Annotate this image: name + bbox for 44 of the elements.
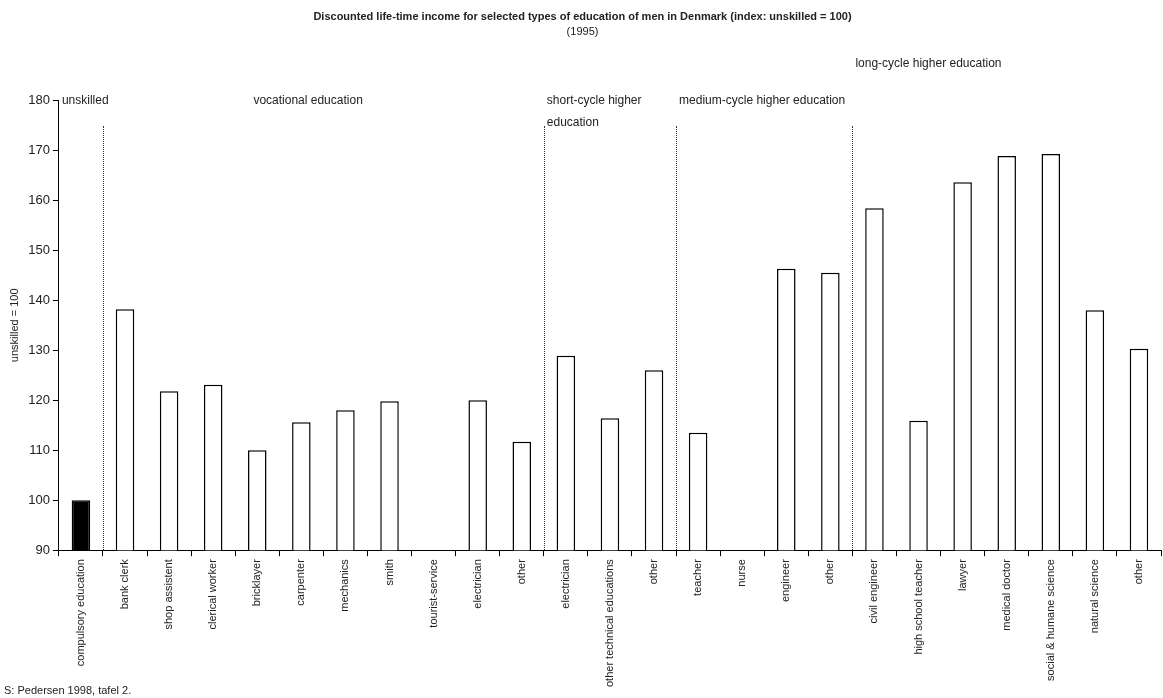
text: long-cycle higher education <box>855 55 1002 73</box>
chart-subtitle: (1995) <box>566 24 599 37</box>
x-tick-label: smith <box>382 559 395 586</box>
x-tick-label: social & humane science <box>1043 559 1056 681</box>
x-tick-label: teacher <box>691 558 704 596</box>
annotation: medium-cycle higher education <box>679 92 846 110</box>
x-tick-label: electrician <box>470 559 483 609</box>
y-tick-label: 160 <box>28 191 50 207</box>
chart-title: Discounted life-time income for selected types of education of men in Denmark (index: unskilled = 100) <box>313 9 852 22</box>
y-tick-label: 120 <box>28 391 50 407</box>
x-tick-label: engineer <box>779 558 792 603</box>
x-tick-label: tourist-service <box>426 559 439 628</box>
y-tick-label: 150 <box>28 241 50 257</box>
x-tick-label: bricklayer <box>250 558 263 607</box>
x-tick-label: mechanics <box>338 558 351 612</box>
y-tick-label: 100 <box>28 491 50 507</box>
x-tick-label: other <box>823 558 836 585</box>
x-tick-label: carpenter <box>294 558 307 606</box>
y-tick-label: 130 <box>28 341 50 357</box>
x-tick-label: nurse <box>735 559 748 587</box>
x-tick-label: bank clerk <box>118 558 131 610</box>
y-tick-label: 170 <box>28 141 50 157</box>
x-tick-label: shop assistent <box>162 559 175 630</box>
x-tick-label: lawyer <box>955 558 968 591</box>
annotation: short-cycle higher education <box>546 92 643 132</box>
annotation: vocational education <box>253 92 363 110</box>
x-tick-label: high school teacher <box>911 558 924 655</box>
x-tick-label: other <box>1131 558 1144 585</box>
text: S: Pedersen 1998, tafel 2. <box>4 684 132 696</box>
annotation: unskilled <box>61 92 109 110</box>
x-tick-label: civil engineer <box>867 558 880 624</box>
y-axis-title: unskilled = 100 <box>7 288 20 363</box>
y-tick-label: 140 <box>28 291 50 307</box>
x-tick-label: other <box>647 558 660 585</box>
y-tick-label: 90 <box>35 541 50 557</box>
x-tick-label: electrician <box>558 559 571 609</box>
y-tick-label: 180 <box>28 91 50 107</box>
x-tick-label: clerical worker <box>206 558 219 630</box>
x-tick-label: natural science <box>1087 559 1100 634</box>
x-tick-label: medical doctor <box>999 558 1012 631</box>
y-tick-label: 110 <box>29 441 50 457</box>
x-tick-label: other technical educations <box>602 558 615 688</box>
x-tick-label: compulsory education <box>73 559 86 667</box>
x-tick-label: other <box>514 558 527 585</box>
